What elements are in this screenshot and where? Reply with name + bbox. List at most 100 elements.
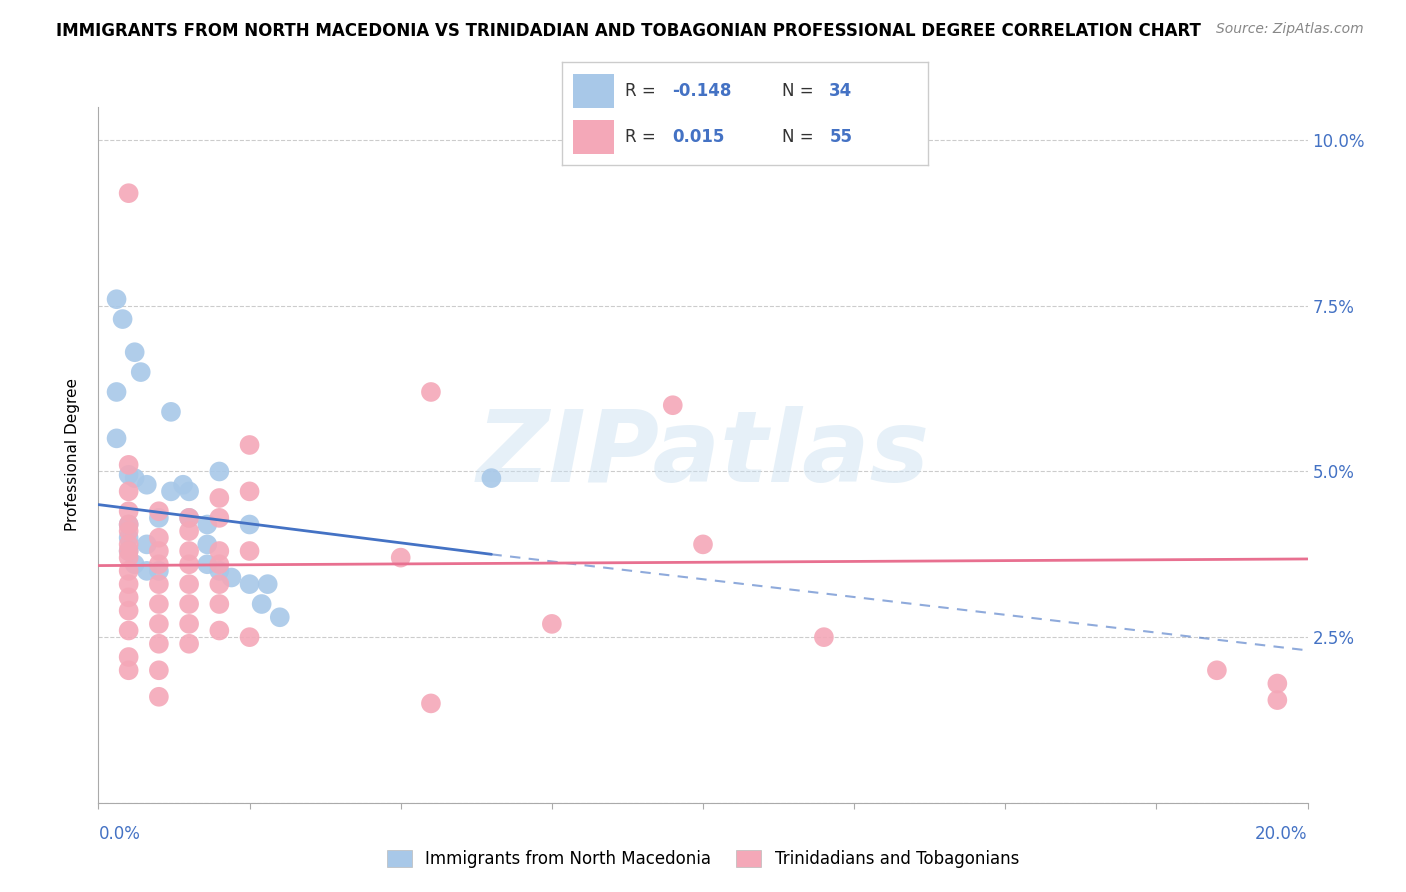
Text: IMMIGRANTS FROM NORTH MACEDONIA VS TRINIDADIAN AND TOBAGONIAN PROFESSIONAL DEGRE: IMMIGRANTS FROM NORTH MACEDONIA VS TRINI…: [56, 22, 1201, 40]
Point: [118, 467, 141, 482]
Point: [135, 477, 157, 491]
Point: [250, 597, 273, 611]
Y-axis label: Professional Degree: Professional Degree: [65, 378, 80, 532]
Point: [105, 292, 128, 306]
Point: [692, 537, 714, 551]
Point: [239, 484, 262, 499]
Point: [135, 564, 157, 578]
Text: R =: R =: [624, 128, 666, 145]
Point: [118, 604, 141, 618]
Point: [118, 484, 141, 499]
Point: [389, 550, 412, 565]
Point: [148, 564, 170, 578]
Point: [195, 537, 218, 551]
Point: [160, 484, 183, 499]
Point: [111, 312, 134, 326]
Point: [118, 650, 141, 665]
Point: [124, 345, 146, 359]
Point: [179, 577, 201, 591]
Point: [118, 624, 141, 638]
Bar: [574, 120, 613, 153]
Point: [208, 558, 231, 572]
Point: [269, 610, 291, 624]
Point: [420, 697, 443, 711]
Point: [118, 458, 141, 472]
Point: [179, 637, 201, 651]
Point: [208, 624, 231, 638]
Point: [1267, 676, 1289, 690]
Point: [662, 398, 685, 412]
Bar: [574, 74, 613, 108]
Point: [148, 531, 170, 545]
Point: [118, 504, 141, 518]
Point: [148, 690, 170, 704]
Point: [239, 577, 262, 591]
Point: [148, 616, 170, 631]
Point: [239, 544, 262, 558]
Point: [118, 544, 141, 558]
Text: N =: N =: [782, 82, 818, 100]
Point: [124, 558, 146, 572]
Point: [160, 405, 183, 419]
Point: [118, 531, 141, 545]
Point: [172, 477, 194, 491]
Point: [118, 544, 141, 558]
Point: [208, 577, 231, 591]
Point: [208, 491, 231, 505]
Point: [208, 597, 231, 611]
Text: 55: 55: [830, 128, 852, 145]
Legend: Immigrants from North Macedonia, Trinidadians and Tobagonians: Immigrants from North Macedonia, Trinida…: [380, 843, 1026, 874]
Point: [118, 517, 141, 532]
Point: [420, 384, 443, 399]
Point: [239, 517, 262, 532]
Point: [129, 365, 152, 379]
Point: [118, 186, 141, 201]
Point: [481, 471, 503, 485]
Point: [118, 591, 141, 605]
Text: R =: R =: [624, 82, 661, 100]
Point: [179, 558, 201, 572]
Point: [239, 438, 262, 452]
Point: [135, 537, 157, 551]
Point: [179, 524, 201, 538]
Text: 0.0%: 0.0%: [98, 825, 141, 843]
Point: [105, 431, 128, 445]
Point: [118, 564, 141, 578]
Point: [118, 577, 141, 591]
Point: [239, 630, 262, 644]
Point: [148, 558, 170, 572]
Point: [124, 471, 146, 485]
Point: [179, 597, 201, 611]
Point: [179, 616, 201, 631]
Text: Source: ZipAtlas.com: Source: ZipAtlas.com: [1216, 22, 1364, 37]
Point: [118, 524, 141, 538]
Point: [118, 517, 141, 532]
Text: 20.0%: 20.0%: [1256, 825, 1308, 843]
Text: -0.148: -0.148: [672, 82, 731, 100]
Text: 0.015: 0.015: [672, 128, 724, 145]
Point: [208, 564, 231, 578]
Point: [208, 511, 231, 525]
Text: 34: 34: [830, 82, 852, 100]
Point: [540, 616, 562, 631]
Point: [148, 597, 170, 611]
Point: [179, 544, 201, 558]
Point: [118, 550, 141, 565]
Point: [221, 570, 243, 584]
Point: [148, 577, 170, 591]
Point: [148, 637, 170, 651]
Point: [118, 663, 141, 677]
Point: [179, 484, 201, 499]
Point: [208, 544, 231, 558]
Point: [118, 537, 141, 551]
Text: N =: N =: [782, 128, 818, 145]
Point: [148, 511, 170, 525]
Point: [1206, 663, 1229, 677]
Point: [179, 511, 201, 525]
Point: [148, 663, 170, 677]
Point: [195, 558, 218, 572]
Point: [148, 544, 170, 558]
Point: [179, 511, 201, 525]
Point: [148, 504, 170, 518]
Text: ZIPatlas: ZIPatlas: [477, 407, 929, 503]
